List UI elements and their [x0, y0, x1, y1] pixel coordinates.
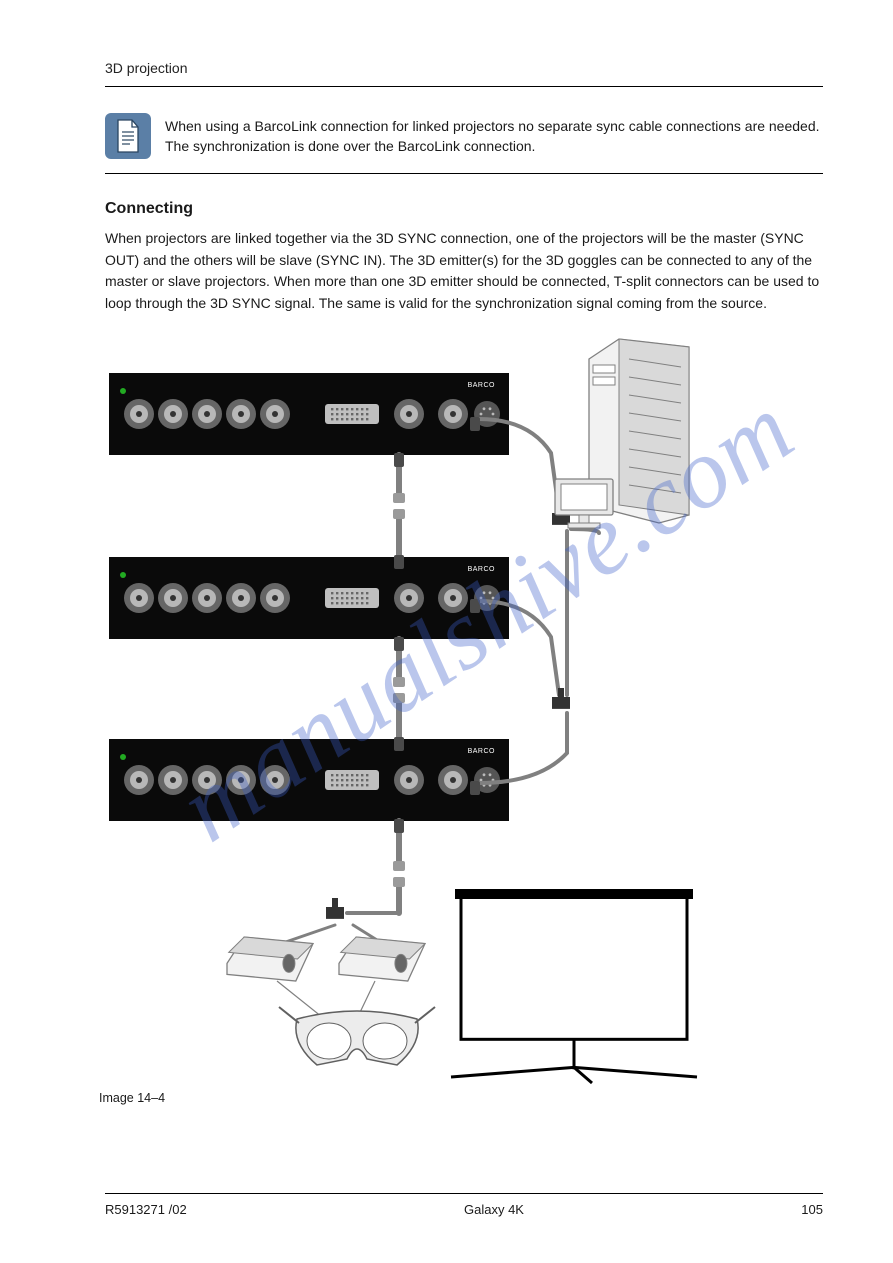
projector-rear-panel: BARCO	[109, 373, 509, 455]
cable-plug	[394, 637, 404, 651]
svg-text:BARCO: BARCO	[468, 748, 495, 755]
cable-plug	[394, 737, 404, 751]
cable-plug	[394, 555, 404, 569]
note-callout: When using a BarcoLink connection for li…	[105, 99, 823, 173]
ir-emitter	[227, 937, 313, 981]
section-title: Connecting	[105, 200, 823, 218]
footer-right: 105	[801, 1202, 823, 1217]
svg-text:BARCO: BARCO	[468, 382, 495, 389]
cable	[571, 529, 599, 533]
document-icon	[105, 113, 151, 159]
diagram-caption: Image 14–4	[99, 1091, 165, 1105]
footer-left: R5913271 /02	[105, 1202, 187, 1217]
cable-plug	[470, 599, 480, 613]
ir-emitter	[339, 937, 425, 981]
section-paragraph: When projectors are linked together via …	[105, 228, 823, 315]
document-icon-svg	[113, 118, 143, 154]
projection-screen	[451, 889, 697, 1083]
header-rule-bottom	[105, 173, 823, 174]
cable-plug	[470, 781, 480, 795]
footer-rule	[105, 1193, 823, 1194]
cable-plug	[394, 453, 404, 467]
cable-plug	[470, 417, 480, 431]
note-text: When using a BarcoLink connection for li…	[165, 116, 823, 157]
connection-diagram: BARCOBARCOBARCO Image 14–4	[99, 333, 739, 1093]
header-title: 3D projection	[105, 60, 823, 76]
footer-row: R5913271 /02 Galaxy 4K 105	[105, 1202, 823, 1217]
footer-center: Galaxy 4K	[464, 1202, 524, 1217]
projector-rear-panel: BARCO	[109, 739, 509, 821]
header-rule-top	[105, 86, 823, 87]
page-header: 3D projection	[105, 60, 823, 87]
cable-plug	[394, 819, 404, 833]
document-page: 3D projection When using a BarcoLink con…	[0, 0, 893, 1263]
diagram-svg: BARCO BARCO BARCO	[99, 333, 739, 1093]
shutter-glasses	[279, 1007, 435, 1065]
page-footer: R5913271 /02 Galaxy 4K 105	[105, 1193, 823, 1217]
svg-text:BARCO: BARCO	[468, 566, 495, 573]
projector-rear-panel: BARCO	[109, 557, 509, 639]
